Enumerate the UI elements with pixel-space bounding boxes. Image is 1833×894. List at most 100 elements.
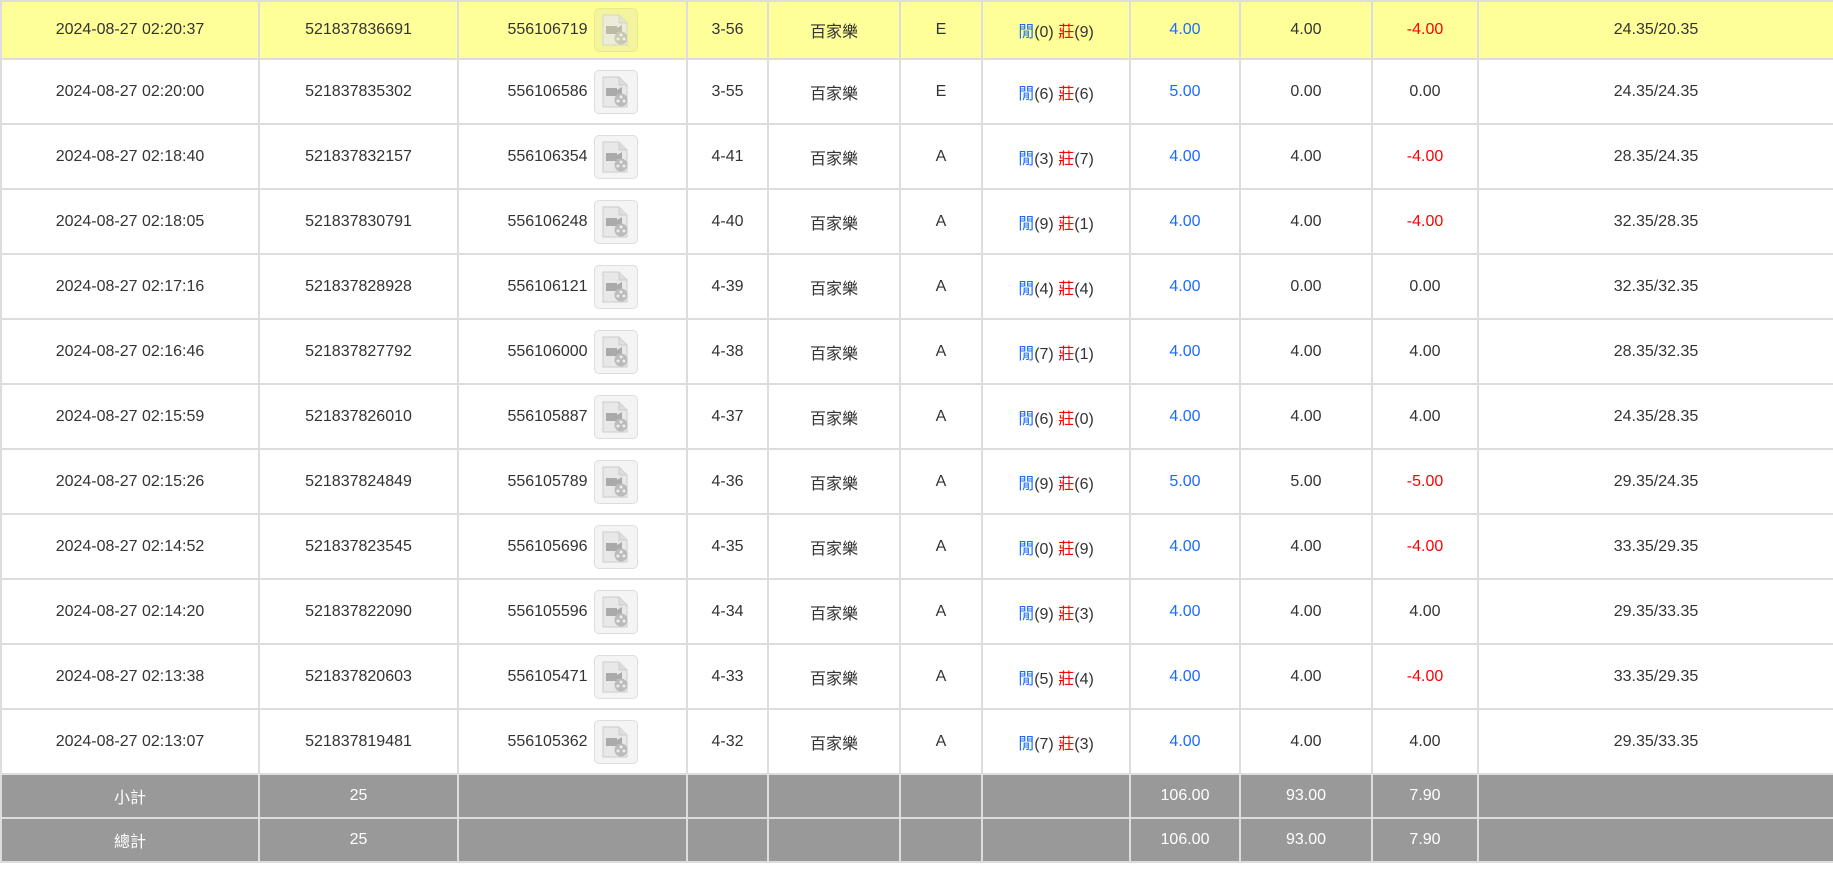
total-valid: 93.00 bbox=[1239, 817, 1373, 863]
win-loss: 4.00 bbox=[1371, 383, 1479, 450]
win-loss: 0.00 bbox=[1371, 253, 1479, 320]
shoe-round: 4-38 bbox=[686, 318, 769, 385]
bet-time: 2024-08-27 02:20:37 bbox=[0, 0, 260, 60]
banker-score: (3) bbox=[1074, 605, 1094, 623]
balance-before-after: 33.35/29.35 bbox=[1477, 643, 1833, 710]
player-label: 閒 bbox=[1018, 215, 1035, 233]
result-cell: 閒(0) 莊(9) bbox=[981, 513, 1131, 580]
result-cell: 閒(7) 莊(3) bbox=[981, 708, 1131, 775]
video-replay-icon[interactable] bbox=[593, 394, 638, 439]
banker-label: 莊 bbox=[1058, 280, 1075, 298]
balance-before-after: 29.35/33.35 bbox=[1477, 708, 1833, 775]
table-code: A bbox=[899, 253, 983, 320]
bet-amount: 4.00 bbox=[1129, 188, 1241, 255]
round-id-cell: 556105789 bbox=[457, 448, 688, 515]
banker-label: 莊 bbox=[1058, 345, 1075, 363]
banker-score: (4) bbox=[1074, 670, 1094, 688]
subtotal-count: 25 bbox=[258, 773, 459, 819]
bet-time: 2024-08-27 02:14:20 bbox=[0, 578, 260, 645]
win-loss: 0.00 bbox=[1371, 58, 1479, 125]
shoe-round: 4-33 bbox=[686, 643, 769, 710]
valid-bet: 4.00 bbox=[1239, 318, 1373, 385]
banker-score: (6) bbox=[1074, 85, 1094, 103]
total-count: 25 bbox=[258, 817, 459, 863]
game-name: 百家樂 bbox=[767, 253, 901, 320]
table-code: A bbox=[899, 448, 983, 515]
video-replay-icon[interactable] bbox=[593, 654, 638, 699]
balance-before-after: 32.35/28.35 bbox=[1477, 188, 1833, 255]
round-id: 556106354 bbox=[507, 147, 588, 165]
bet-id: 521837826010 bbox=[258, 383, 459, 450]
bet-amount: 4.00 bbox=[1129, 643, 1241, 710]
banker-score: (1) bbox=[1074, 345, 1094, 363]
shoe-round: 4-35 bbox=[686, 513, 769, 580]
banker-label: 莊 bbox=[1058, 735, 1075, 753]
video-replay-icon[interactable] bbox=[593, 459, 638, 504]
video-replay-icon[interactable] bbox=[593, 199, 638, 244]
balance-before-after: 24.35/20.35 bbox=[1477, 0, 1833, 60]
round-id: 556105362 bbox=[507, 732, 588, 750]
round-id-cell: 556105887 bbox=[457, 383, 688, 450]
round-id-cell: 556106121 bbox=[457, 253, 688, 320]
shoe-round: 4-34 bbox=[686, 578, 769, 645]
game-name: 百家樂 bbox=[767, 708, 901, 775]
bet-time: 2024-08-27 02:18:40 bbox=[0, 123, 260, 190]
win-loss: -5.00 bbox=[1371, 448, 1479, 515]
video-replay-icon[interactable] bbox=[593, 589, 638, 634]
result-cell: 閒(6) 莊(6) bbox=[981, 58, 1131, 125]
game-name: 百家樂 bbox=[767, 58, 901, 125]
game-name: 百家樂 bbox=[767, 383, 901, 450]
bet-id: 521837824849 bbox=[258, 448, 459, 515]
bet-time: 2024-08-27 02:15:59 bbox=[0, 383, 260, 450]
player-score: (9) bbox=[1034, 605, 1054, 623]
bet-amount: 4.00 bbox=[1129, 253, 1241, 320]
video-replay-icon[interactable] bbox=[593, 524, 638, 569]
result-cell: 閒(0) 莊(9) bbox=[981, 0, 1131, 60]
round-id: 556105887 bbox=[507, 407, 588, 425]
bet-id: 521837828928 bbox=[258, 253, 459, 320]
table-code: A bbox=[899, 123, 983, 190]
banker-score: (4) bbox=[1074, 280, 1094, 298]
banker-score: (3) bbox=[1074, 735, 1094, 753]
bet-id: 521837822090 bbox=[258, 578, 459, 645]
video-replay-icon[interactable] bbox=[593, 329, 638, 374]
balance-before-after: 29.35/24.35 bbox=[1477, 448, 1833, 515]
banker-score: (6) bbox=[1074, 475, 1094, 493]
subtotal-label: 小計 bbox=[0, 773, 260, 819]
video-replay-icon[interactable] bbox=[593, 8, 638, 52]
banker-score: (9) bbox=[1074, 540, 1094, 558]
bet-records-table: 2024-08-27 02:20:37 521837836691 556106719… bbox=[0, 0, 1833, 863]
valid-bet: 4.00 bbox=[1239, 643, 1373, 710]
round-id-cell: 556106586 bbox=[457, 58, 688, 125]
table-row: 2024-08-27 02:18:40 521837832157 556106354… bbox=[0, 123, 1833, 190]
round-id-cell: 556105362 bbox=[457, 708, 688, 775]
result-cell: 閒(3) 莊(7) bbox=[981, 123, 1131, 190]
win-loss: 4.00 bbox=[1371, 578, 1479, 645]
table-code: A bbox=[899, 383, 983, 450]
bet-amount: 4.00 bbox=[1129, 383, 1241, 450]
bet-id: 521837823545 bbox=[258, 513, 459, 580]
subtotal-win: 7.90 bbox=[1371, 773, 1479, 819]
bet-amount: 4.00 bbox=[1129, 708, 1241, 775]
video-replay-icon[interactable] bbox=[593, 69, 638, 114]
result-cell: 閒(9) 莊(3) bbox=[981, 578, 1131, 645]
bet-time: 2024-08-27 02:13:07 bbox=[0, 708, 260, 775]
balance-before-after: 29.35/33.35 bbox=[1477, 578, 1833, 645]
bet-id: 521837827792 bbox=[258, 318, 459, 385]
bet-id: 521837819481 bbox=[258, 708, 459, 775]
video-replay-icon[interactable] bbox=[593, 264, 638, 309]
bet-time: 2024-08-27 02:17:16 bbox=[0, 253, 260, 320]
win-loss: -4.00 bbox=[1371, 0, 1479, 60]
player-score: (7) bbox=[1034, 345, 1054, 363]
video-replay-icon[interactable] bbox=[593, 134, 638, 179]
bet-amount: 4.00 bbox=[1129, 513, 1241, 580]
round-id-cell: 556106354 bbox=[457, 123, 688, 190]
round-id-cell: 556106719 bbox=[457, 0, 688, 60]
banker-label: 莊 bbox=[1058, 85, 1075, 103]
shoe-round: 4-39 bbox=[686, 253, 769, 320]
banker-label: 莊 bbox=[1058, 150, 1075, 168]
bet-id: 521837830791 bbox=[258, 188, 459, 255]
subtotal-bet: 106.00 bbox=[1129, 773, 1241, 819]
player-label: 閒 bbox=[1018, 280, 1035, 298]
video-replay-icon[interactable] bbox=[593, 719, 638, 764]
